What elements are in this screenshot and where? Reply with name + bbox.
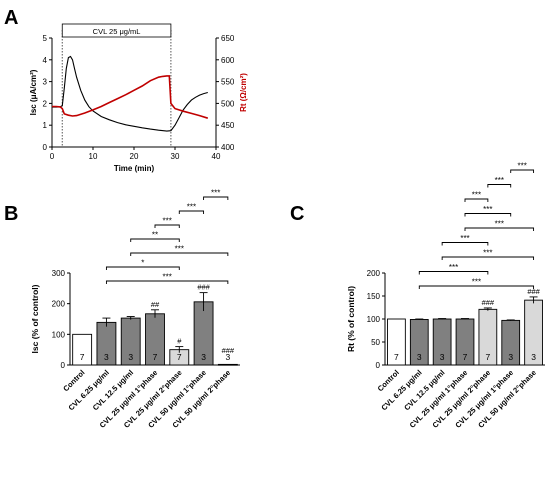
a-right-tick-label: 650 — [221, 34, 235, 43]
a-x-tick-label: 0 — [50, 152, 55, 161]
bar — [72, 333, 93, 366]
panel-a-chart: 0 1 2 3 4 5 400 450 500 550 600 650 0 10 20 30 40 Time (m… — [29, 23, 248, 173]
comparison-bracket — [464, 198, 489, 202]
bracket-label: *** — [472, 191, 481, 200]
a-rt-trace — [52, 75, 209, 119]
a-annotation-label: CVL 25 μg/mL — [93, 27, 141, 36]
bar-y-tick-label: 200 — [52, 300, 66, 309]
sample-size-label: 7 — [80, 352, 85, 362]
sample-size-label: 7 — [153, 352, 158, 362]
bracket-label: *** — [175, 245, 184, 254]
a-right-tick-label: 550 — [221, 78, 235, 87]
bracket-label: *** — [162, 273, 171, 282]
bracket-label: ** — [152, 231, 158, 240]
sample-size-label: 3 — [440, 352, 445, 362]
a-annotation-box — [61, 23, 172, 38]
bracket-label: *** — [495, 220, 504, 229]
a-right-tick-label: 500 — [221, 99, 235, 108]
bracket-label: *** — [472, 278, 481, 287]
sample-size-label: 3 — [531, 352, 536, 362]
bar-y-tick-label: 0 — [61, 361, 66, 370]
bar-y-tick-label: 0 — [376, 361, 381, 370]
a-left-tick-label: 5 — [43, 34, 48, 43]
bracket-label: *** — [211, 189, 220, 198]
bar-y-tick-label: 100 — [367, 315, 381, 324]
a-right-axis-title: Rt (Ω/cm²) — [239, 73, 248, 112]
a-x-tick-label: 10 — [89, 152, 98, 161]
a-left-tick-label: 2 — [43, 99, 48, 108]
bar-y-tick-label: 100 — [52, 330, 66, 339]
comparison-bracket — [154, 224, 180, 228]
bracket-label: *** — [460, 234, 469, 243]
bracket-label: *** — [483, 249, 492, 258]
comparison-bracket — [130, 238, 180, 242]
a-left-tick-label: 4 — [43, 56, 48, 65]
bar-y-tick-label: 200 — [367, 269, 381, 278]
comparison-bracket — [464, 227, 535, 231]
a-right-tick-label: 600 — [221, 56, 235, 65]
panel-c-letter: C — [290, 203, 304, 225]
sample-size-label: 7 — [394, 352, 399, 362]
bracket-label: *** — [517, 162, 526, 171]
sample-size-label: 7 — [485, 352, 490, 362]
significance-mark: ## — [151, 300, 160, 309]
significance-mark: ### — [527, 287, 540, 296]
bracket-label: *** — [162, 217, 171, 226]
sample-size-label: 3 — [201, 352, 206, 362]
bracket-label: * — [141, 259, 144, 268]
comparison-bracket — [441, 242, 489, 246]
bar — [217, 363, 238, 366]
sample-size-label: 7 — [463, 352, 468, 362]
bracket-label: *** — [483, 205, 492, 214]
comparison-bracket — [418, 285, 535, 289]
comparison-bracket — [105, 266, 180, 270]
panel-a-letter: A — [4, 7, 18, 29]
bar-y-tick-label: 300 — [52, 269, 66, 278]
comparison-bracket — [178, 210, 205, 214]
comparison-bracket — [203, 196, 229, 200]
a-x-axis-title: Time (min) — [114, 164, 155, 173]
bar-y-axis-title: Isc (% of control) — [30, 284, 40, 353]
comparison-bracket — [105, 280, 229, 284]
bar — [387, 318, 406, 366]
comparison-bracket — [487, 184, 512, 188]
comparison-bracket — [510, 169, 535, 173]
bar-y-tick-label: 50 — [371, 338, 380, 347]
panel-b-letter: B — [4, 203, 18, 225]
bracket-label: *** — [449, 263, 458, 272]
a-right-tick-label: 400 — [221, 143, 235, 152]
a-right-tick-label: 450 — [221, 121, 235, 130]
comparison-bracket — [464, 213, 512, 217]
sample-size-label: 3 — [128, 352, 133, 362]
a-isc-trace — [52, 55, 208, 132]
significance-mark: ### — [197, 283, 210, 292]
a-x-tick-label: 40 — [212, 152, 221, 161]
comparison-bracket — [441, 256, 535, 260]
sample-size-label: 3 — [104, 352, 109, 362]
significance-mark: ### — [482, 298, 495, 307]
a-left-tick-label: 0 — [43, 143, 48, 152]
bracket-label: *** — [495, 176, 504, 185]
comparison-bracket — [130, 252, 229, 256]
a-left-tick-label: 3 — [43, 78, 48, 87]
bracket-label: *** — [187, 203, 196, 212]
sample-size-label: 3 — [508, 352, 513, 362]
bar-y-tick-label: 150 — [367, 292, 381, 301]
comparison-bracket — [418, 271, 489, 275]
sample-size-label: 3 — [417, 352, 422, 362]
a-left-axis-title: Isc (μA/cm²) — [29, 69, 38, 115]
bar-y-axis-title: Rt (% of control) — [346, 286, 356, 352]
significance-mark: # — [177, 337, 182, 346]
a-x-tick-label: 20 — [130, 152, 139, 161]
significance-mark: ### — [222, 346, 235, 355]
a-x-tick-label: 30 — [171, 152, 180, 161]
a-left-tick-label: 1 — [43, 121, 48, 130]
sample-size-label: 7 — [177, 352, 182, 362]
sample-size-label: 3 — [225, 352, 230, 362]
